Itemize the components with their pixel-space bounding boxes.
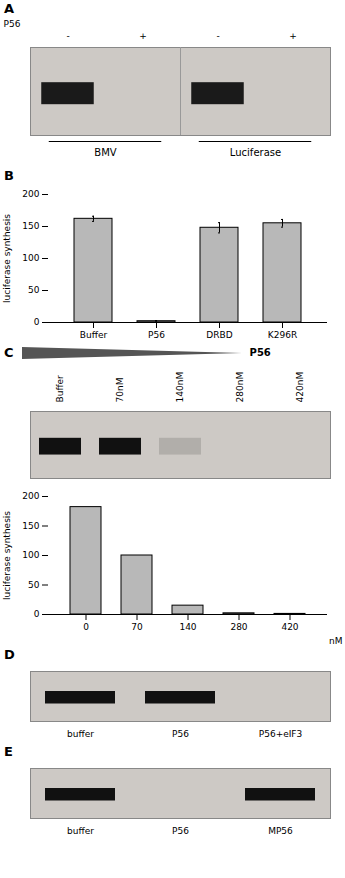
- svg-text:DRBD: DRBD: [206, 330, 232, 340]
- svg-text:420nM: 420nM: [295, 372, 305, 403]
- svg-text:200: 200: [22, 491, 39, 501]
- svg-text:-: -: [66, 31, 69, 41]
- svg-text:420: 420: [281, 622, 298, 632]
- svg-text:Buffer: Buffer: [55, 375, 65, 403]
- svg-text:100: 100: [22, 550, 39, 560]
- html-text:B: B: [4, 168, 14, 183]
- svg-text:luciferase synthesis: luciferase synthesis: [2, 214, 12, 303]
- svg-text:280: 280: [230, 622, 247, 632]
- svg-text:BMV: BMV: [94, 147, 116, 158]
- svg-text:70nM: 70nM: [115, 378, 125, 403]
- svg-text:140nM: 140nM: [175, 372, 185, 403]
- svg-text:P56: P56: [172, 826, 189, 836]
- svg-text:0: 0: [34, 609, 40, 619]
- html-text:D: D: [4, 647, 15, 662]
- svg-text:50: 50: [28, 285, 40, 295]
- svg-text:200: 200: [22, 189, 39, 199]
- html-text:E: E: [4, 744, 13, 759]
- svg-text:+: +: [139, 31, 147, 41]
- svg-text:MP56: MP56: [268, 826, 293, 836]
- svg-text:luciferase synthesis: luciferase synthesis: [2, 511, 12, 600]
- svg-text:140: 140: [179, 622, 196, 632]
- html-text:A: A: [4, 1, 15, 16]
- svg-text:150: 150: [22, 521, 39, 531]
- svg-text:Buffer: Buffer: [80, 330, 108, 340]
- svg-text:Luciferase: Luciferase: [230, 147, 281, 158]
- svg-text:280nM: 280nM: [235, 372, 245, 403]
- svg-text:+: +: [289, 31, 297, 41]
- svg-text:50: 50: [28, 580, 40, 590]
- svg-text:nM: nM: [329, 636, 342, 646]
- svg-text:100: 100: [22, 253, 39, 263]
- svg-text:P56: P56: [4, 19, 21, 29]
- html-text:P56: P56: [249, 347, 271, 358]
- html-text:C: C: [4, 345, 14, 360]
- svg-text:buffer: buffer: [67, 826, 94, 836]
- svg-text:0: 0: [83, 622, 89, 632]
- svg-text:P56: P56: [172, 729, 189, 739]
- svg-text:70: 70: [131, 622, 143, 632]
- svg-text:0: 0: [34, 317, 40, 327]
- svg-text:P56: P56: [148, 330, 165, 340]
- svg-text:buffer: buffer: [67, 729, 94, 739]
- svg-text:150: 150: [22, 221, 39, 231]
- svg-text:P56+eIF3: P56+eIF3: [259, 729, 303, 739]
- svg-text:-: -: [216, 31, 219, 41]
- svg-text:K296R: K296R: [268, 330, 297, 340]
